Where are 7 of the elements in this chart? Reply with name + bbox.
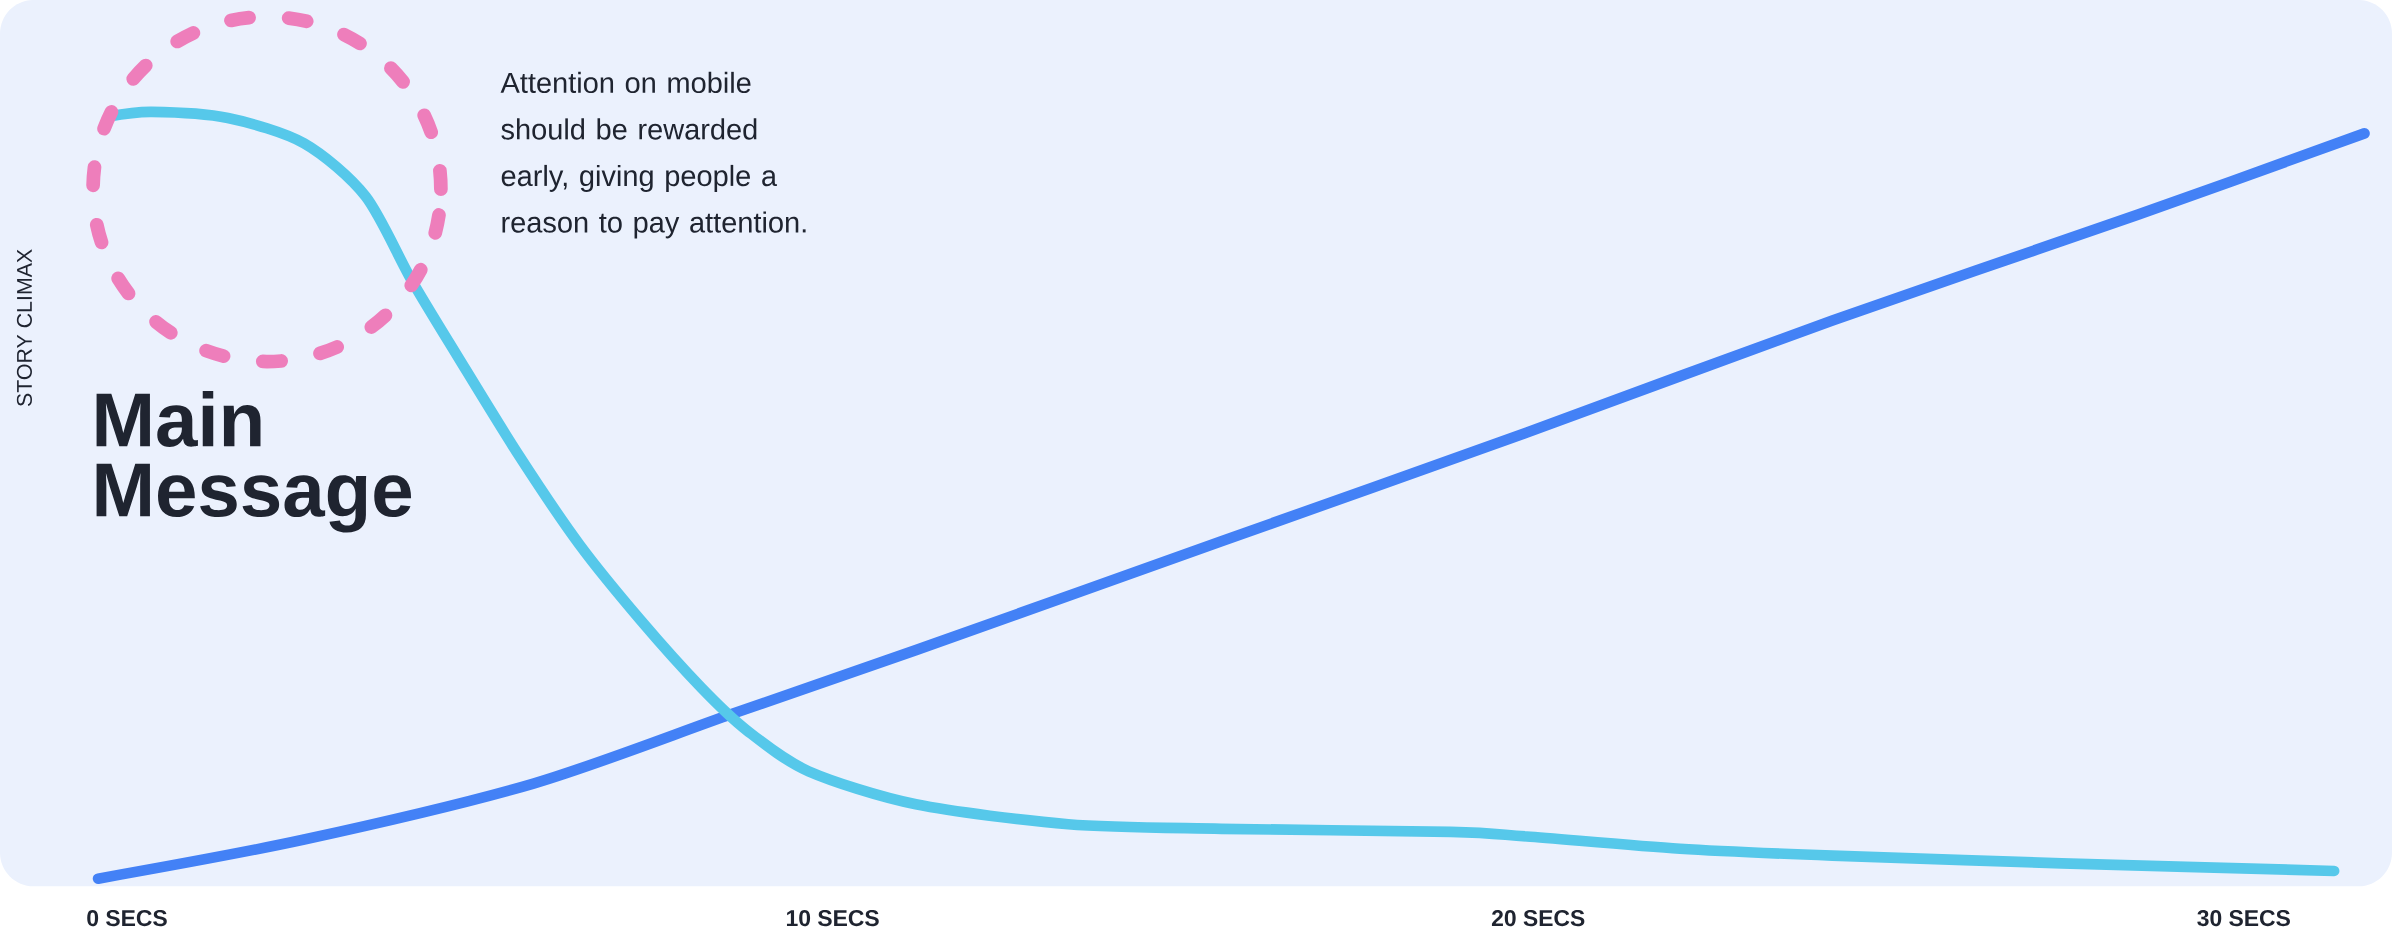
annotation: Main Message xyxy=(96,391,412,533)
annotation: Attention on mobile should be rewarded early, giving people a reason to pay attention. xyxy=(500,71,806,239)
x-tick-label: 20 SECS xyxy=(1491,910,1585,927)
y-axis-title: STORY CLIMAX xyxy=(16,249,32,407)
x-tick-label: 10 SECS xyxy=(786,910,879,927)
x-tick-label: 30 SECS xyxy=(2197,910,2290,927)
x-tick-label: 0 SECS xyxy=(87,910,167,927)
